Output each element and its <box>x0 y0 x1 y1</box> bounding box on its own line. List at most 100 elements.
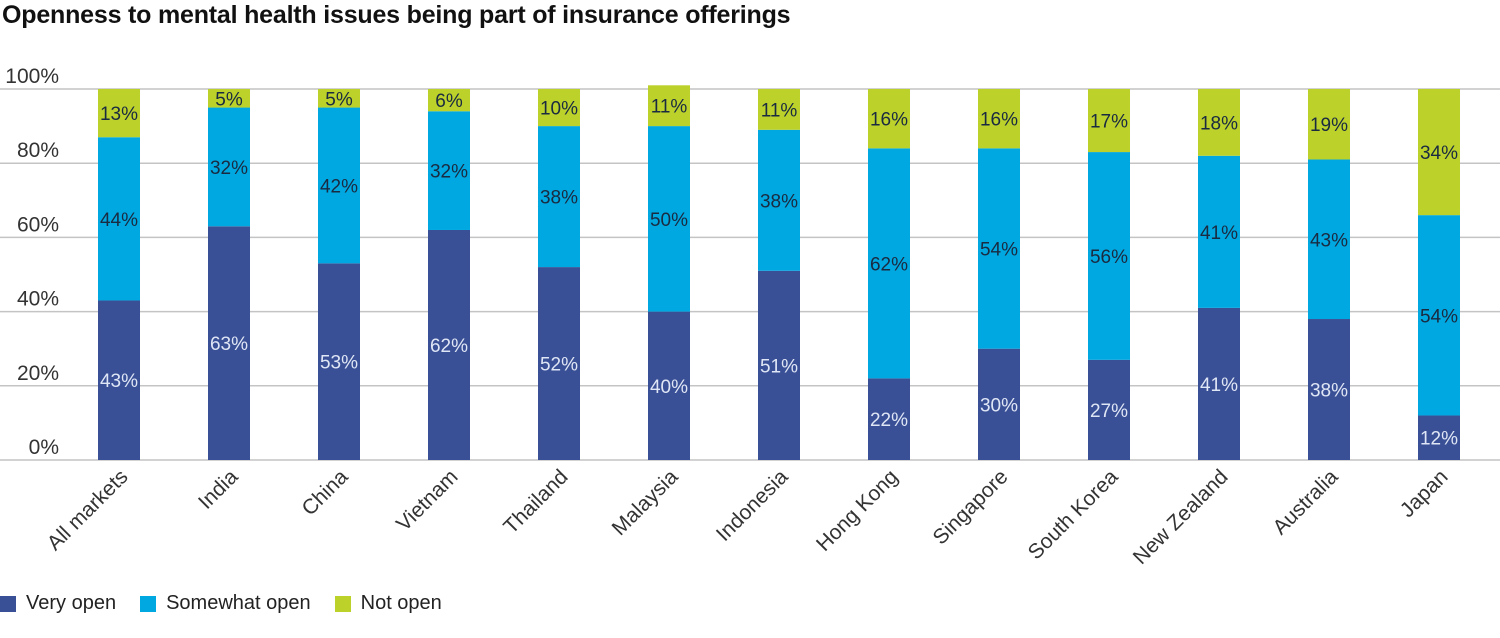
bar-segment <box>98 300 140 460</box>
data-label: 27% <box>1090 401 1128 422</box>
data-label: 54% <box>980 240 1018 261</box>
bar-segment <box>868 378 910 460</box>
data-label: 34% <box>1420 143 1458 164</box>
y-tick-label: 0% <box>29 436 59 459</box>
bar-segment <box>318 107 360 264</box>
data-label: 41% <box>1200 375 1238 396</box>
legend-swatch <box>334 595 351 612</box>
bar-segment <box>758 89 800 130</box>
x-tick-label: Indonesia <box>712 465 793 546</box>
legend-label: Somewhat open <box>166 592 311 614</box>
data-label: 62% <box>870 254 908 275</box>
bar-segment <box>538 89 580 127</box>
bar-segment <box>1308 159 1350 320</box>
data-label: 38% <box>760 191 798 212</box>
y-tick-label: 20% <box>17 362 59 385</box>
bar-segment <box>208 226 250 460</box>
data-label: 43% <box>100 371 138 392</box>
legend-label: Not open <box>360 592 442 614</box>
bar-segment <box>1088 89 1130 153</box>
data-label: 52% <box>540 355 578 376</box>
bar-segment <box>978 89 1020 149</box>
bar-segment <box>318 89 360 108</box>
x-tick-label: India <box>194 465 243 514</box>
bar-segment <box>318 263 360 460</box>
bar-segment <box>758 129 800 271</box>
data-label: 22% <box>870 410 908 431</box>
bar-segment <box>428 111 470 230</box>
data-label: 38% <box>540 188 578 209</box>
x-tick-label: South Korea <box>1024 465 1123 564</box>
bar-segment <box>208 107 250 227</box>
bar-segment <box>1088 359 1130 460</box>
x-tick-label: Malaysia <box>608 465 683 540</box>
bar-segment <box>208 89 250 108</box>
bar-segment <box>1198 155 1240 308</box>
bar-segment <box>868 89 910 149</box>
bar-segment <box>1308 89 1350 160</box>
data-label: 11% <box>651 97 688 118</box>
data-label: 53% <box>320 353 358 374</box>
x-tick-label: New Zealand <box>1129 465 1233 569</box>
bar-segment <box>428 89 470 112</box>
data-label: 63% <box>210 334 248 355</box>
data-label: 42% <box>320 176 358 197</box>
y-tick-label: 40% <box>17 288 59 311</box>
data-label: 38% <box>1310 381 1348 402</box>
chart-title: Openness to mental health issues being p… <box>2 1 791 29</box>
x-tick-label: All markets <box>43 465 133 555</box>
data-label: 30% <box>980 395 1018 416</box>
bar-segment <box>98 89 140 138</box>
x-tick-label: China <box>297 465 352 520</box>
bar-segment <box>1198 307 1240 460</box>
data-label: 19% <box>1310 115 1348 136</box>
data-label: 50% <box>650 210 688 231</box>
data-label: 6% <box>435 91 463 112</box>
data-label: 54% <box>1420 306 1458 327</box>
stacked-bar-chart: 0% 20% 40% 60% 80% 100% 43% 44% 13% All markets 63… <box>0 65 1500 569</box>
data-label: 56% <box>1090 247 1128 268</box>
data-label: 16% <box>870 110 908 131</box>
data-label: 44% <box>100 210 138 231</box>
legend-label: Very open <box>26 592 117 614</box>
legend-item: Very open <box>0 592 116 615</box>
data-label: 18% <box>1200 113 1238 134</box>
x-tick-label: Thailand <box>499 465 572 538</box>
y-tick-label: 100% <box>5 65 59 88</box>
bar-segment <box>1418 89 1460 216</box>
bar-segment <box>978 348 1020 460</box>
y-tick-label: 80% <box>17 139 59 162</box>
bar-segment <box>1418 415 1460 460</box>
legend-item: Somewhat open <box>140 592 311 615</box>
bar-segment <box>758 270 800 460</box>
data-label: 11% <box>761 100 798 121</box>
bar-segment <box>538 267 580 460</box>
data-label: 17% <box>1090 112 1128 133</box>
x-tick-label: Vietnam <box>392 465 462 535</box>
legend: Very open Somewhat open Not open <box>0 592 442 615</box>
bar-segment <box>1088 152 1130 360</box>
legend-swatch <box>0 595 16 612</box>
data-label: 32% <box>210 158 248 179</box>
x-tick-label: Australia <box>1268 465 1342 539</box>
x-tick-label: Singapore <box>929 465 1013 549</box>
bar-segment <box>428 229 470 460</box>
x-tick-label: Hong Kong <box>812 465 903 556</box>
data-label: 43% <box>1310 230 1348 251</box>
data-label: 5% <box>215 89 243 110</box>
bar-segment <box>648 85 690 127</box>
bar-segment <box>978 148 1020 349</box>
bar-segment <box>868 148 910 379</box>
legend-swatch <box>140 595 157 612</box>
bar-segment <box>1418 215 1460 416</box>
data-label: 62% <box>430 336 468 357</box>
data-label: 16% <box>980 110 1018 131</box>
data-label: 32% <box>430 162 468 183</box>
bar-segment <box>1308 319 1350 460</box>
x-tick-label: Japan <box>1396 465 1453 522</box>
y-tick-label: 60% <box>17 213 59 236</box>
bar-segment <box>648 311 690 460</box>
bar-segment <box>1198 89 1240 156</box>
data-label: 5% <box>325 89 353 110</box>
bar-segment <box>648 126 690 312</box>
